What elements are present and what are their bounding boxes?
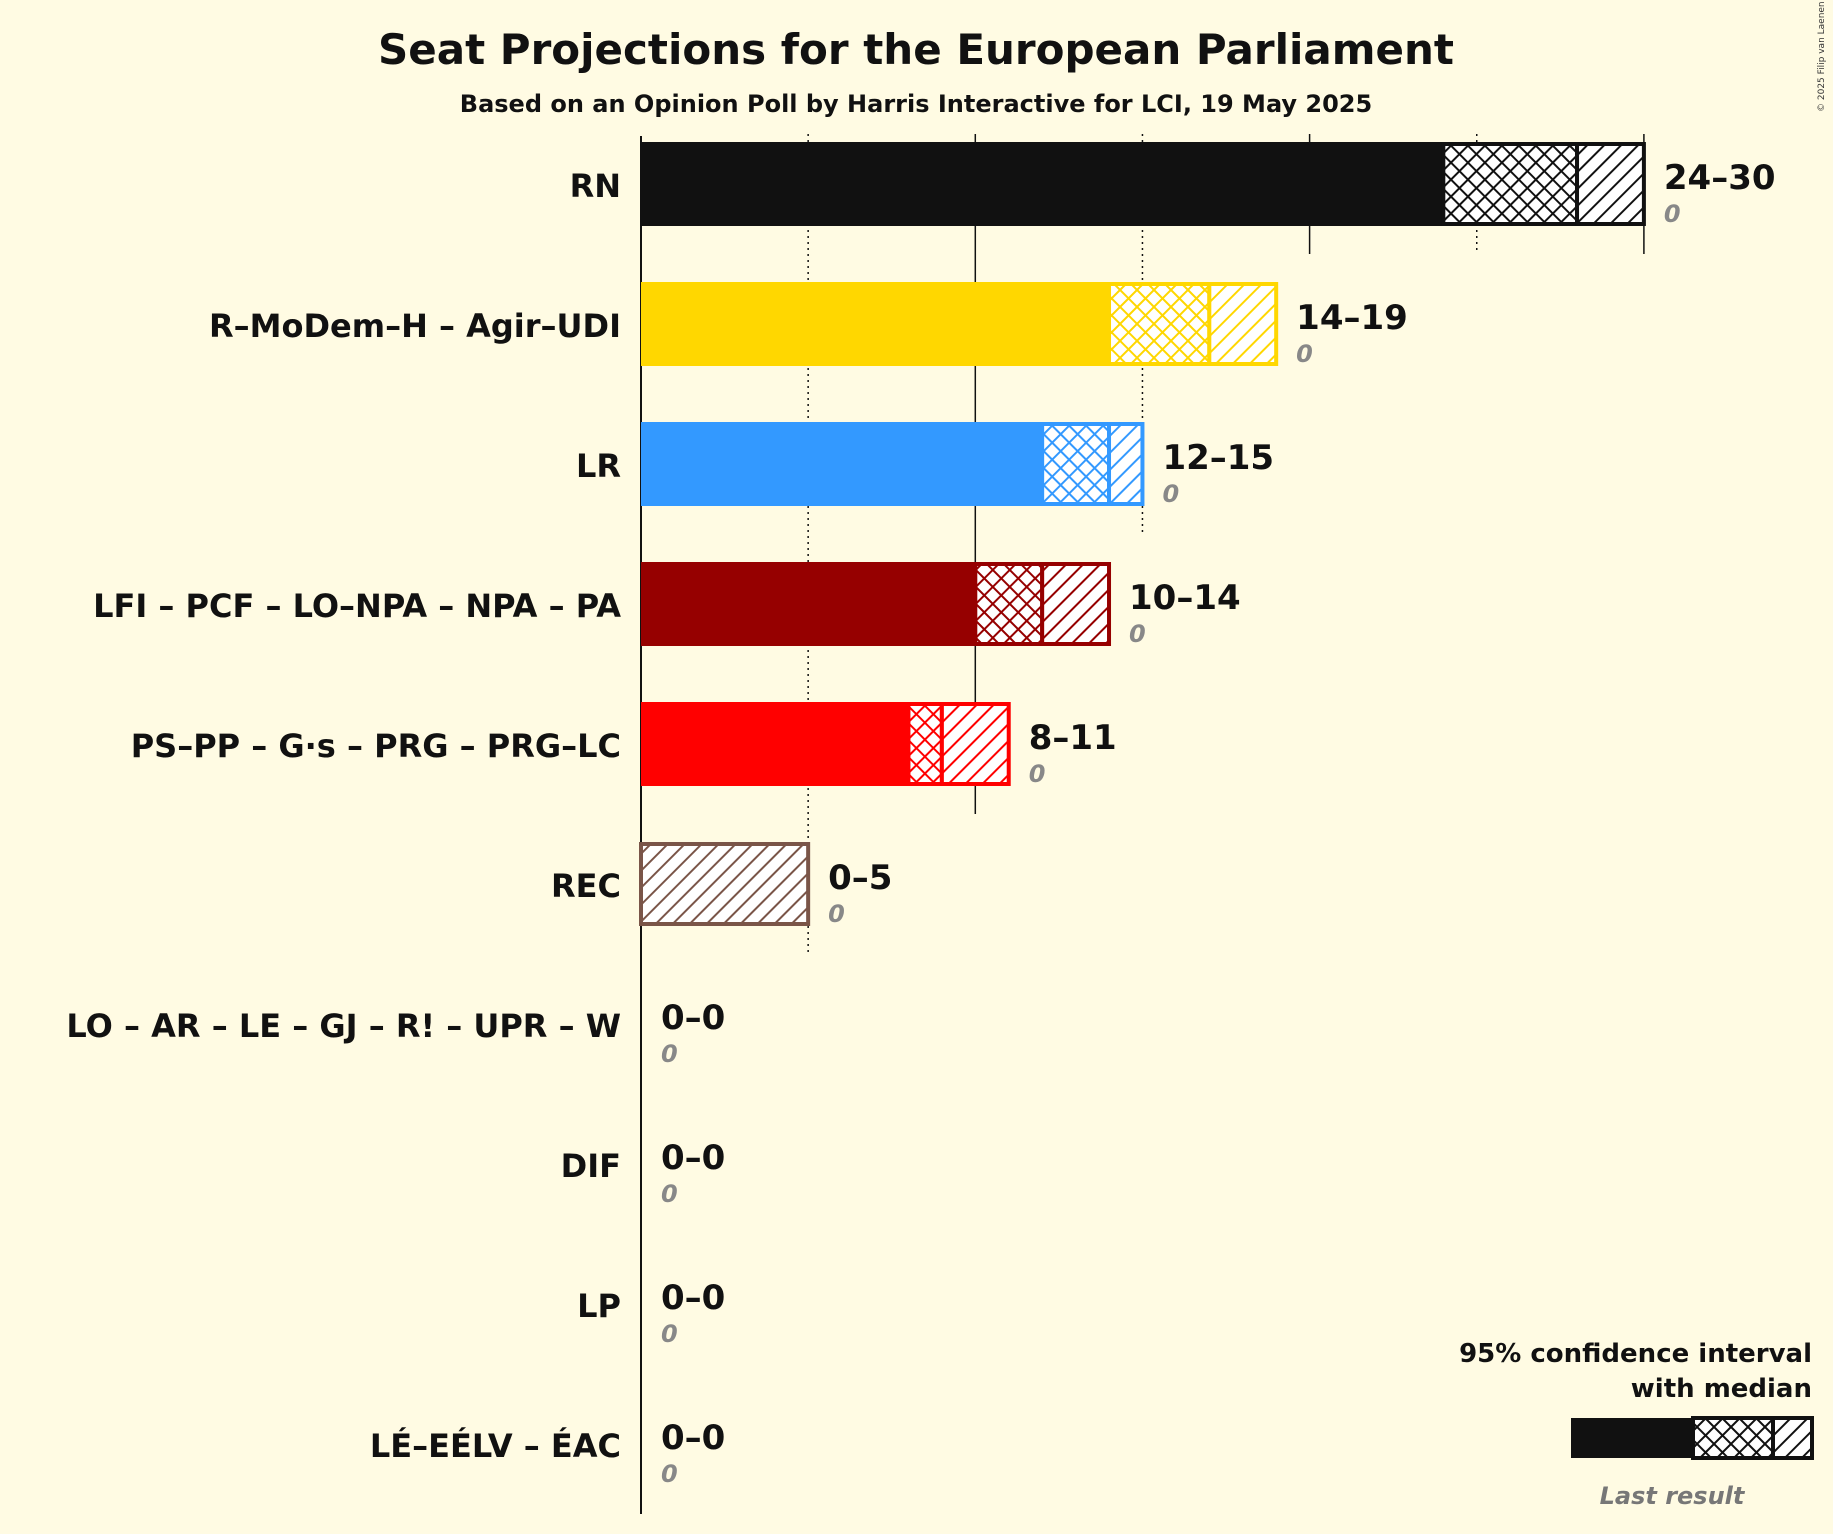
party-label: LR [576, 447, 621, 485]
party-label: LO – AR – LE – GJ – R! – UPR – W [66, 1007, 621, 1045]
range-label: 24–30 [1664, 158, 1776, 198]
bar-solid [641, 282, 1110, 366]
bar-hatch [1207, 282, 1279, 366]
last-result-label: 0 [1162, 480, 1179, 508]
bar-solid [641, 702, 909, 786]
range-label: 0–0 [661, 1278, 725, 1318]
party-label: R–MoDem–H – Agir–UDI [209, 307, 621, 345]
bar-solid [641, 142, 1444, 226]
last-result-label: 0 [1296, 340, 1313, 368]
legend-hatch-segment [1771, 1416, 1814, 1460]
last-result-label: 0 [1664, 200, 1681, 228]
range-label: 0–0 [661, 1138, 725, 1178]
bar-hatch [1040, 562, 1112, 646]
chart-subtitle: Based on an Opinion Poll by Harris Inter… [460, 90, 1372, 118]
last-result-label: 0 [1129, 620, 1146, 648]
legend-cross-segment [1691, 1416, 1775, 1460]
party-label: LÉ–EÉLV – ÉAC [370, 1427, 621, 1465]
party-label: REC [551, 867, 621, 905]
party-label: PS–PP – G·s – PRG – PRG–LC [131, 727, 621, 765]
range-label: 8–11 [1029, 718, 1117, 758]
range-label: 12–15 [1162, 438, 1274, 478]
bar-group [641, 282, 1279, 366]
party-label: LFI – PCF – LO–NPA – NPA – PA [93, 587, 621, 625]
bar-cross [1040, 422, 1112, 506]
bar-hatch [639, 842, 811, 926]
range-label: 0–5 [828, 858, 892, 898]
legend-last-result-label: Last result [1600, 1482, 1746, 1510]
party-label: DIF [561, 1147, 621, 1185]
legend: 95% confidence interval with median Last… [1459, 1339, 1814, 1510]
party-label: LP [577, 1287, 621, 1325]
bar-cross [1441, 142, 1580, 226]
bar-group [641, 702, 1011, 786]
bar-solid [641, 422, 1043, 506]
bar-hatch [939, 702, 1011, 786]
bar-cross [973, 562, 1045, 646]
copyright-text: © 2025 Filip van Laenen [1817, 1, 1827, 112]
range-label: 0–0 [661, 998, 725, 1038]
bar-cross [1107, 282, 1212, 366]
last-result-label: 0 [661, 1180, 678, 1208]
range-label: 10–14 [1129, 578, 1241, 618]
legend-title-line1: 95% confidence interval [1459, 1339, 1812, 1369]
party-label: RN [570, 167, 621, 205]
bar-group [641, 142, 1646, 226]
bar-solid [641, 562, 976, 646]
bar-cross [906, 702, 944, 786]
bar-hatch [1107, 422, 1145, 506]
bar-group [639, 842, 811, 926]
bar-hatch [1575, 142, 1646, 226]
legend-solid-bar [1571, 1418, 1693, 1458]
bar-group [641, 422, 1145, 506]
bar-group [641, 562, 1112, 646]
last-result-label: 0 [661, 1460, 678, 1488]
bars [639, 142, 1646, 926]
last-result-label: 0 [661, 1320, 678, 1348]
last-result-label: 0 [661, 1040, 678, 1068]
range-label: 0–0 [661, 1418, 725, 1458]
legend-title-line2: with median [1631, 1374, 1812, 1404]
last-result-label: 0 [828, 900, 845, 928]
range-label: 14–19 [1296, 298, 1408, 338]
last-result-label: 0 [1029, 760, 1046, 788]
chart-title: Seat Projections for the European Parlia… [378, 25, 1454, 74]
